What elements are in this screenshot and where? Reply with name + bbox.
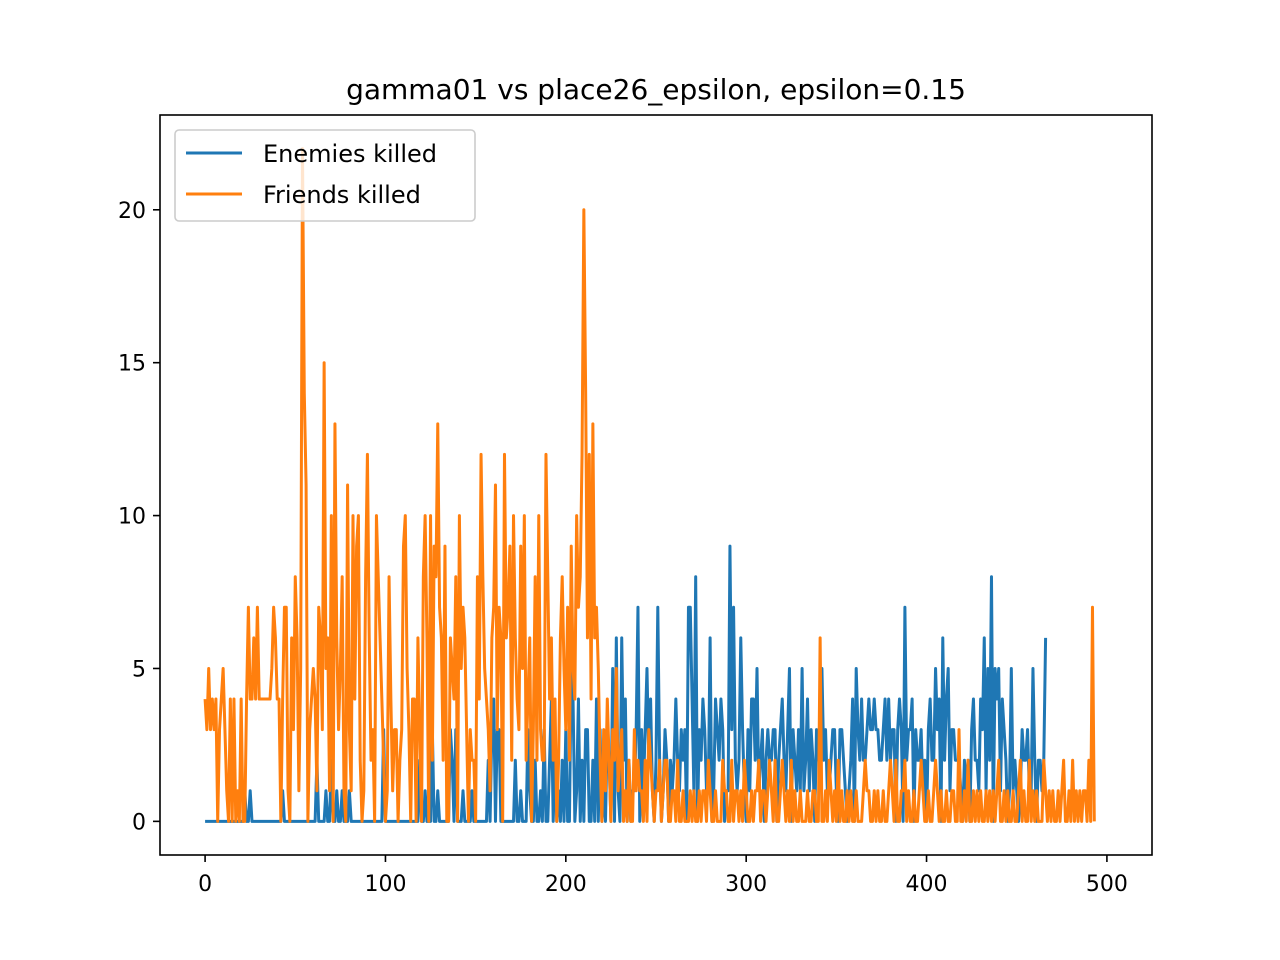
axes-layer: 0 100 200 300 400 500 0 5 10 15 20 [118, 114, 1153, 897]
y-tick-label: 0 [132, 810, 146, 835]
series-line-friends-killed [203, 147, 1096, 823]
legend-box [174, 129, 476, 222]
y-tick-label: 15 [118, 352, 146, 377]
y-tick-label: 20 [118, 199, 146, 224]
series-layer [203, 147, 1096, 823]
y-tick-label: 10 [118, 505, 146, 530]
chart-title: gamma01 vs place26_epsilon, epsilon=0.15 [346, 73, 966, 106]
legend-label: Enemies killed [263, 140, 437, 168]
x-tick-label: 200 [545, 872, 587, 897]
legend-label: Friends killed [263, 181, 421, 209]
x-tick-label: 0 [198, 872, 212, 897]
legend: Enemies killed Friends killed [174, 129, 476, 222]
axes-frame [159, 114, 1153, 856]
y-tick-label: 5 [132, 657, 146, 682]
x-tick-label: 100 [364, 872, 406, 897]
x-tick-label: 500 [1086, 872, 1128, 897]
x-tick-label: 400 [906, 872, 948, 897]
x-tick-label: 300 [725, 872, 767, 897]
